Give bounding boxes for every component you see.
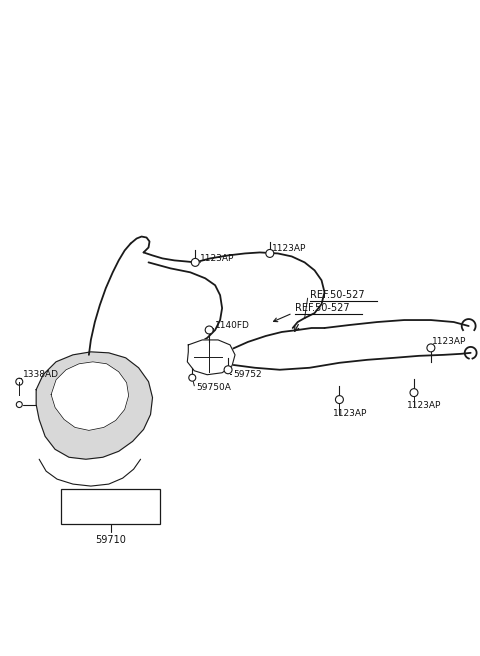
Text: 1140FD: 1140FD [215, 321, 250, 329]
Circle shape [336, 396, 343, 403]
Text: 1123AP: 1123AP [432, 337, 466, 346]
Text: 1123AP: 1123AP [200, 254, 235, 263]
Text: 93830: 93830 [96, 501, 126, 512]
Text: REF.50-527: REF.50-527 [310, 290, 364, 300]
Polygon shape [187, 340, 235, 375]
Circle shape [224, 366, 232, 374]
Text: 1123AP: 1123AP [333, 409, 367, 418]
Circle shape [410, 388, 418, 397]
Circle shape [192, 258, 199, 266]
Circle shape [205, 326, 213, 334]
Text: 1123AP: 1123AP [272, 244, 306, 253]
Text: 59710: 59710 [96, 535, 126, 544]
Circle shape [427, 344, 435, 352]
Circle shape [266, 249, 274, 257]
Polygon shape [36, 352, 153, 459]
Text: 59752: 59752 [233, 370, 262, 379]
Text: 1338AD: 1338AD [23, 370, 59, 379]
Text: 1123AP: 1123AP [407, 401, 442, 410]
Bar [61, 489, 160, 524]
Circle shape [189, 374, 196, 381]
Text: 59750A: 59750A [196, 383, 231, 392]
Text: REF.50-527: REF.50-527 [295, 303, 349, 313]
Polygon shape [51, 362, 129, 430]
